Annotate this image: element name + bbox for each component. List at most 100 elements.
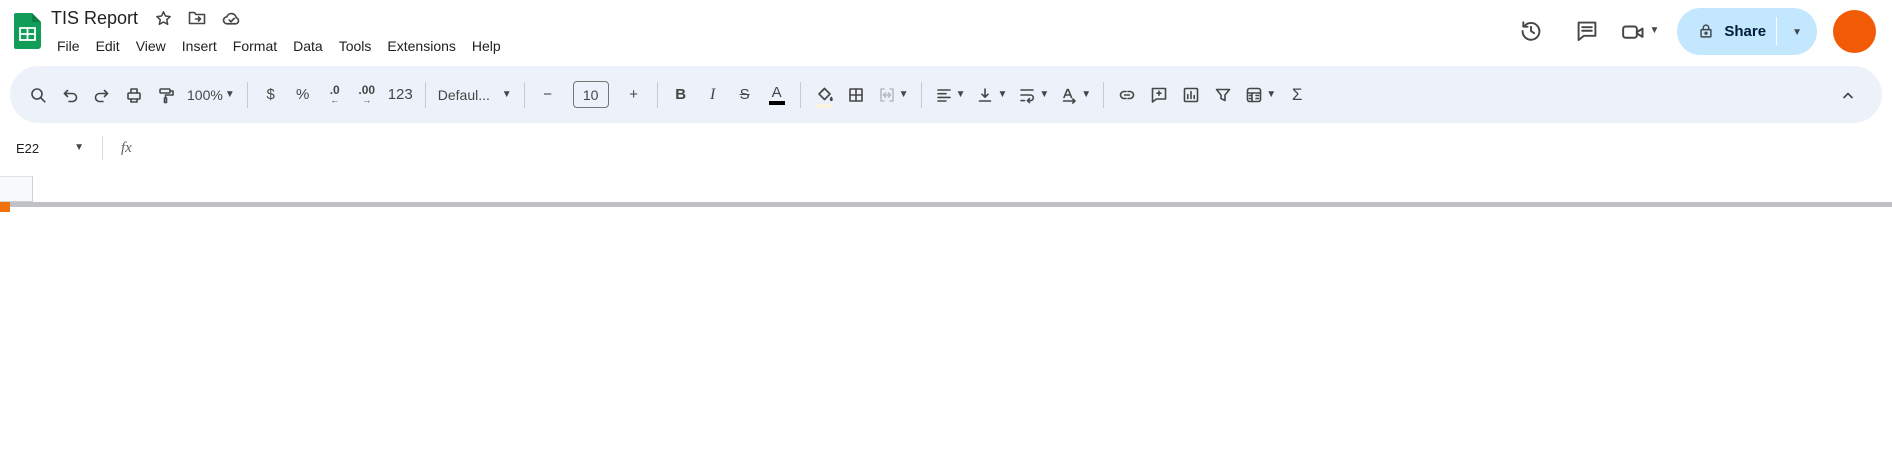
redo-icon xyxy=(94,89,109,102)
increase-font-size-label: + xyxy=(629,86,639,103)
merge-cells-icon xyxy=(879,87,894,102)
toolbar-separator xyxy=(424,81,426,108)
text-rotation-button[interactable]: ▼ xyxy=(1054,77,1096,113)
comments-icon[interactable] xyxy=(1564,8,1610,54)
insert-link-icon xyxy=(1119,90,1135,99)
fx-icon: fx xyxy=(121,139,132,156)
horizontal-align-button[interactable]: ▼ xyxy=(929,77,971,113)
zoom-button[interactable]: 100% ▼ xyxy=(182,77,240,113)
toolbar-separator xyxy=(246,81,248,108)
insert-link-button[interactable] xyxy=(1111,77,1143,113)
chevron-down-icon: ▼ xyxy=(955,88,966,100)
functions-button[interactable]: Σ xyxy=(1281,77,1313,113)
filter-button[interactable] xyxy=(1207,77,1239,113)
sheets-logo-icon[interactable] xyxy=(14,13,41,49)
decrease-font-size-button[interactable]: − xyxy=(532,77,564,113)
text-color-button[interactable]: A xyxy=(761,77,793,113)
text-wrap-icon xyxy=(1020,88,1035,103)
chevron-down-icon: ▼ xyxy=(1039,88,1050,100)
decrease-decimals-button[interactable]: .0 ← xyxy=(319,77,351,113)
bold-button[interactable]: B xyxy=(665,77,697,113)
cell-reference: E22 xyxy=(16,140,40,156)
increase-font-size-button[interactable]: + xyxy=(618,77,650,113)
vertical-align-icon xyxy=(979,87,992,102)
title-bar: TIS Report File Edit View Insert Format Data T… xyxy=(0,0,1892,62)
borders-button[interactable] xyxy=(840,77,872,113)
fill-color-icon xyxy=(817,87,833,101)
horizontal-align-icon xyxy=(936,88,951,102)
text-rotation-icon xyxy=(1062,88,1077,104)
print-icon xyxy=(127,87,141,103)
chevron-down-icon: ▼ xyxy=(898,88,909,100)
text-color-icon: A xyxy=(768,85,785,105)
chevron-down-icon: ▼ xyxy=(224,88,235,100)
redo-button[interactable] xyxy=(86,77,118,113)
menu-insert[interactable]: Insert xyxy=(181,38,217,54)
menu-format[interactable]: Format xyxy=(232,38,278,54)
share-dropdown[interactable]: ▼ xyxy=(1792,27,1802,38)
name-box[interactable]: E22 ▼ xyxy=(0,141,92,156)
menu-bar: File Edit View Insert Format Data Tools Extensi… xyxy=(49,33,509,59)
menu-data[interactable]: Data xyxy=(293,38,323,54)
toolbar-separator xyxy=(1103,81,1105,108)
share-divider xyxy=(1776,17,1778,45)
insert-comment-button[interactable] xyxy=(1143,77,1175,113)
menu-view[interactable]: View xyxy=(135,38,166,54)
menu-edit[interactable]: Edit xyxy=(95,38,120,54)
star-icon[interactable] xyxy=(152,7,174,29)
chevron-down-icon: ▼ xyxy=(997,88,1008,100)
cloud-saved-icon[interactable] xyxy=(220,7,242,29)
merge-cells-button[interactable]: ▼ xyxy=(872,77,914,113)
print-button[interactable] xyxy=(118,77,150,113)
menu-help[interactable]: Help xyxy=(471,38,501,54)
chevron-down-icon: ▼ xyxy=(1081,88,1092,100)
increase-decimals-icon: .00 → xyxy=(358,83,376,105)
avatar[interactable] xyxy=(1833,9,1876,53)
bold-label: B xyxy=(675,86,687,103)
menu-extensions[interactable]: Extensions xyxy=(387,38,456,54)
increase-decimals-button[interactable]: .00 → xyxy=(351,77,383,113)
search-button[interactable] xyxy=(22,77,54,113)
move-folder-icon[interactable] xyxy=(186,7,208,29)
join-call-button[interactable]: ▼ xyxy=(1620,19,1659,44)
filter-icon xyxy=(1215,88,1231,101)
collapse-toolbar-button[interactable] xyxy=(1832,77,1864,113)
menu-tools[interactable]: Tools xyxy=(338,38,372,54)
text-wrap-button[interactable]: ▼ xyxy=(1012,77,1054,113)
number-format-label: 123 xyxy=(387,86,413,103)
table-views-button[interactable]: ▼ xyxy=(1239,77,1281,113)
strikethrough-button[interactable]: S xyxy=(729,77,761,113)
italic-button[interactable]: I xyxy=(697,77,729,113)
undo-icon xyxy=(63,89,78,102)
frozen-row-divider[interactable] xyxy=(0,202,1892,207)
chevron-down-icon: ▼ xyxy=(501,88,512,100)
fill-color-button[interactable] xyxy=(808,77,840,113)
toolbar-separator xyxy=(920,81,922,108)
decrease-decimals-icon: .0 ← xyxy=(329,83,340,105)
toolbar-separator xyxy=(656,81,658,108)
font-name-value: Defaul... xyxy=(437,86,490,103)
insert-chart-button[interactable] xyxy=(1175,77,1207,113)
toolbar-separator xyxy=(523,81,525,108)
version-history-icon[interactable] xyxy=(1508,8,1554,54)
menu-file[interactable]: File xyxy=(57,38,80,54)
font-size-button[interactable]: 10 xyxy=(564,77,618,113)
percent-label: % xyxy=(296,86,310,103)
font-family-button[interactable]: Defaul... ▼ xyxy=(433,77,517,113)
share-button[interactable]: Share ▼ xyxy=(1677,7,1817,55)
document-title[interactable]: TIS Report xyxy=(51,7,139,28)
toolbar-separator xyxy=(799,81,801,108)
grid-corner[interactable] xyxy=(0,176,33,202)
number-format-button[interactable]: 123 xyxy=(383,77,418,113)
collapse-toolbar-icon xyxy=(1843,92,1853,98)
percent-button[interactable]: % xyxy=(287,77,319,113)
search-icon xyxy=(31,87,46,103)
paint-format-button[interactable] xyxy=(150,77,182,113)
undo-button[interactable] xyxy=(54,77,86,113)
share-label: Share xyxy=(1724,22,1767,40)
functions-label: Σ xyxy=(1291,84,1303,104)
font-size-value[interactable]: 10 xyxy=(572,81,609,108)
chevron-down-icon: ▼ xyxy=(1266,88,1277,100)
currency-button[interactable]: $ xyxy=(255,77,287,113)
vertical-align-button[interactable]: ▼ xyxy=(970,77,1012,113)
